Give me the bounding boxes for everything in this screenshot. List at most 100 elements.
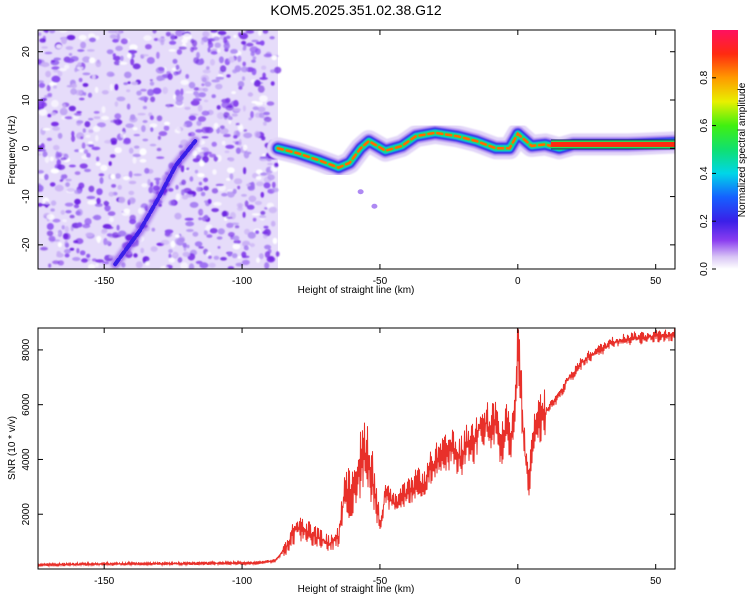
noise-blob (203, 99, 209, 103)
scatter-blob (371, 203, 378, 209)
noise-blob (251, 213, 260, 216)
noise-blob (146, 57, 155, 64)
noise-blob (156, 51, 160, 59)
noise-blob (223, 42, 230, 50)
noise-blob (152, 30, 157, 34)
noise-blob (156, 75, 164, 82)
noise-blob (258, 30, 262, 36)
noise-blob (42, 151, 48, 158)
noise-blob (42, 128, 51, 131)
noise-blob (170, 240, 176, 248)
colorbar-tick-label: 0.4 (699, 166, 710, 180)
noise-blob (211, 141, 217, 147)
snr-series-line (38, 328, 675, 568)
noise-blob (208, 262, 216, 268)
noise-blob (190, 38, 195, 44)
noise-blob (65, 210, 72, 214)
noise-blob (111, 184, 117, 188)
noise-blob (184, 106, 191, 110)
noise-blob (53, 85, 57, 89)
noise-blob (237, 125, 244, 133)
noise-blob (250, 111, 254, 119)
noise-blob (268, 206, 277, 214)
noise-blob (86, 253, 91, 258)
noise-blob (257, 85, 265, 93)
noise-blob (227, 56, 236, 63)
noise-blob (232, 243, 241, 250)
noise-blob (128, 190, 135, 196)
noise-blob (132, 127, 138, 131)
noise-blob (65, 178, 72, 182)
noise-blob (101, 228, 108, 233)
noise-blob (245, 30, 255, 34)
noise-blob (72, 257, 81, 261)
noise-blob (174, 237, 184, 245)
noise-blob (116, 224, 120, 231)
noise-blob (38, 108, 47, 116)
noise-blob (221, 210, 229, 218)
colorbar-tick-label: 0.6 (699, 118, 710, 132)
noise-blob (61, 225, 65, 230)
noise-blob (250, 51, 255, 57)
colorbar-gradient (712, 30, 738, 269)
noise-blob (155, 179, 160, 186)
noise-blob (133, 145, 140, 149)
noise-blob (263, 116, 272, 123)
noise-blob (101, 90, 109, 95)
spectrogram-x-label: Height of straight line (km) (298, 285, 415, 296)
noise-blob (256, 257, 260, 263)
x-tick-label: 50 (650, 276, 662, 287)
noise-blob (216, 112, 225, 120)
noise-blob (190, 46, 195, 53)
noise-blob (41, 102, 47, 108)
noise-blob (255, 176, 262, 180)
noise-blob (197, 173, 205, 178)
noise-blob (94, 86, 99, 93)
noise-blob (47, 92, 53, 97)
noise-blob (116, 96, 126, 102)
noise-blob (65, 46, 74, 50)
noise-blob (115, 45, 123, 52)
noise-blob (46, 84, 51, 92)
noise-blob (114, 101, 119, 107)
noise-blob (203, 185, 209, 191)
noise-blob (224, 150, 230, 154)
noise-blob (157, 135, 161, 140)
noise-blob (84, 168, 91, 173)
spectrogram-y-ticks: -20 -10 0 10 20 (21, 46, 675, 252)
noise-blob (128, 170, 133, 178)
noise-blob (216, 236, 223, 240)
noise-blob (241, 251, 247, 258)
noise-blob (168, 200, 176, 206)
noise-blob (50, 200, 57, 206)
noise-blob (96, 188, 103, 196)
noise-blob (62, 219, 67, 223)
noise-blob (221, 140, 226, 146)
noise-blob (211, 79, 220, 83)
noise-blob (182, 33, 192, 40)
noise-blob (164, 121, 170, 126)
noise-blob (248, 195, 257, 203)
noise-blob (132, 157, 137, 164)
noise-blob (174, 212, 182, 220)
noise-blob (247, 231, 256, 239)
snr-x-ticks: -150 -100 -50 0 50 (94, 328, 662, 587)
noise-blob (79, 250, 86, 256)
noise-region (38, 30, 282, 269)
noise-blob (70, 88, 77, 95)
noise-blob (182, 242, 187, 248)
noise-blob (153, 38, 159, 41)
noise-blob (262, 30, 269, 34)
noise-blob (71, 135, 76, 143)
noise-blob (116, 33, 120, 41)
noise-blob (257, 106, 266, 113)
noise-blob (137, 207, 146, 215)
noise-blob (112, 53, 116, 58)
noise-blob (193, 91, 199, 96)
noise-blob (133, 253, 138, 258)
noise-blob (194, 241, 203, 247)
noise-blob (208, 153, 217, 158)
noise-blob (54, 184, 64, 192)
noise-blob (266, 172, 271, 176)
noise-blob (86, 49, 95, 52)
